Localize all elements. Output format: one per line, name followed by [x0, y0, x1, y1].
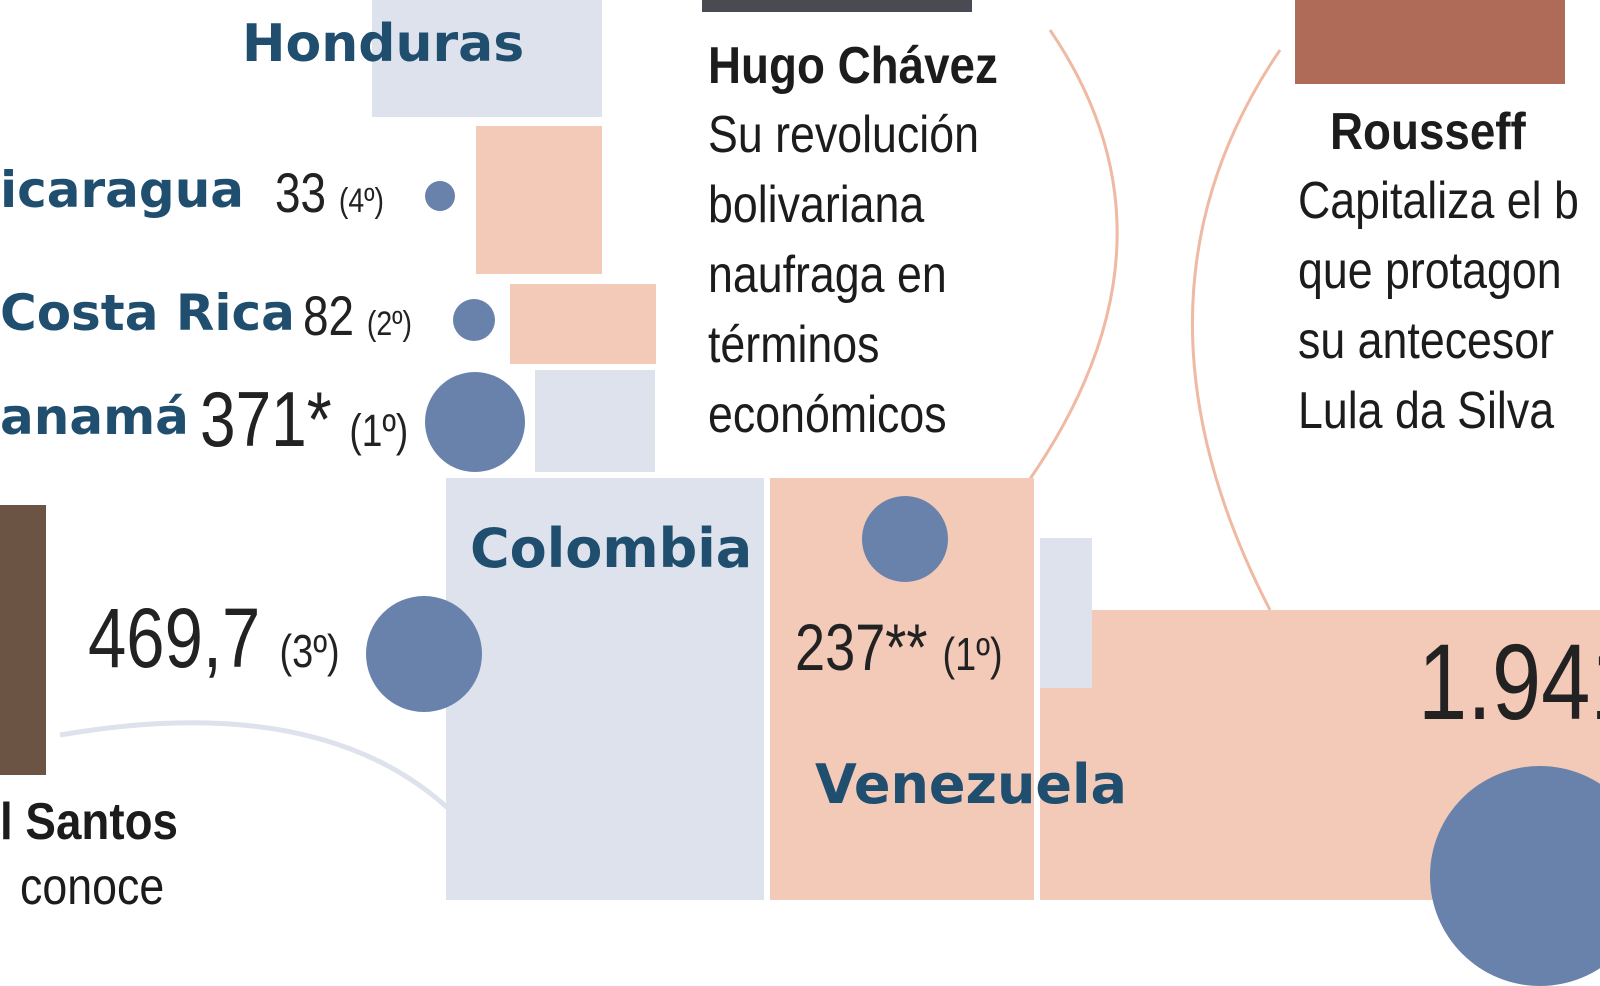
nicaragua-dot — [425, 181, 455, 211]
chavez-line-3: naufraga en — [708, 246, 947, 304]
chavez-description: Su revolución bolivariana naufraga en té… — [708, 100, 979, 450]
chavez-photo — [702, 0, 972, 12]
nicaragua-value: 33 (4º) — [275, 165, 384, 221]
panama-value: 371* (1º) — [200, 380, 408, 458]
rousseff-description: Capitaliza el b que protagon su anteceso… — [1298, 166, 1579, 446]
costa-rica-block — [510, 284, 656, 364]
colombia-dot — [366, 596, 482, 712]
honduras-label: Honduras — [242, 14, 525, 74]
panama-rank: (1º) — [349, 405, 409, 456]
costa-rica-value: 82 (2º) — [303, 288, 412, 344]
nicaragua-rank: (4º) — [338, 182, 385, 220]
rousseff-name: Rousseff — [1330, 103, 1526, 161]
rousseff-line-4: Lula da Silva — [1298, 382, 1555, 440]
panama-dot — [425, 372, 525, 472]
santos-description: conoce — [20, 852, 164, 922]
costa-rica-dot — [453, 299, 495, 341]
nicaragua-number: 33 — [275, 161, 327, 224]
rousseff-line-3: su antecesor — [1298, 312, 1555, 370]
costa-rica-rank: (2º) — [366, 305, 413, 343]
colombia-value: 469,7 (3º) — [88, 596, 340, 680]
colombia-block — [446, 478, 764, 900]
chavez-line-4: términos — [708, 316, 880, 374]
colombia-rank: (3º) — [279, 625, 340, 677]
venezuela-rank: (1º) — [942, 628, 1003, 680]
honduras-block — [372, 0, 602, 117]
venezuela-label: Venezuela — [815, 753, 1127, 816]
rousseff-photo — [1295, 0, 1565, 84]
costa-rica-label: Costa Rica — [0, 284, 295, 342]
rousseff-line-2: que protagon — [1298, 242, 1562, 300]
colombia-number: 469,7 — [88, 591, 261, 685]
chavez-line-1: Su revolución — [708, 106, 979, 164]
chavez-curve — [1013, 29, 1119, 501]
chavez-name: Hugo Chávez — [708, 37, 998, 95]
santos-curve — [59, 720, 452, 812]
panama-number: 371* — [200, 375, 332, 463]
chavez-line-2: bolivariana — [708, 176, 925, 234]
connector-curves — [59, 29, 1282, 812]
chavez-line-5: económicos — [708, 386, 947, 444]
colombia-label: Colombia — [470, 517, 753, 580]
santos-line-1: conoce — [20, 858, 165, 916]
brazil-value: 1.941 — [1418, 621, 1600, 742]
rousseff-line-1: Capitaliza el b — [1298, 172, 1579, 230]
panama-label: anamá — [0, 388, 189, 446]
nicaragua-label: icaragua — [0, 161, 245, 219]
nicaragua-block — [476, 126, 602, 274]
panama-block — [535, 370, 655, 472]
brazil-small-overlay — [1040, 538, 1092, 688]
santos-name: l Santos — [0, 793, 178, 851]
venezuela-value: 237** (1º) — [795, 614, 1003, 680]
venezuela-number: 237** — [795, 610, 928, 684]
venezuela-dot — [862, 496, 948, 582]
santos-photo — [0, 505, 46, 775]
rousseff-curve — [1190, 49, 1282, 611]
costa-rica-number: 82 — [303, 284, 355, 347]
